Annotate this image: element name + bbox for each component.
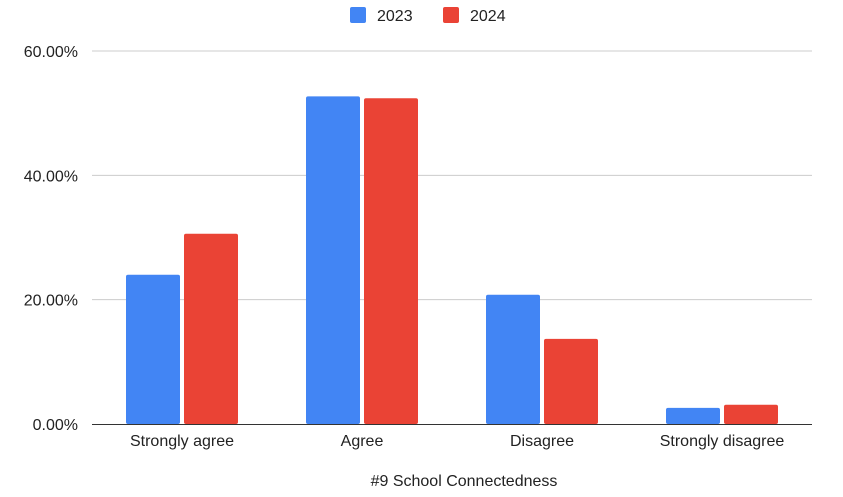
x-tick-label: Agree [341,433,384,450]
bar-2024-strongly-disagree [724,404,778,424]
bars [126,96,778,425]
x-tick-label: Disagree [510,433,574,450]
x-tick-label: Strongly disagree [660,433,785,450]
legend: 2023 2024 [350,7,506,25]
x-axis-title: #9 School Connectedness [371,473,558,490]
bar-2024-strongly-agree [184,233,238,424]
bar-2023-strongly-disagree [666,407,720,424]
bar-2024-agree [364,98,418,424]
legend-swatch-2024 [443,7,459,23]
bar-2023-disagree [486,294,540,424]
x-axis-tick-labels: Strongly agree Agree Disagree Strongly disa… [130,433,784,450]
y-tick-label: 40.00% [24,168,78,185]
bar-2023-agree [306,96,360,425]
y-tick-label: 0.00% [33,417,78,434]
legend-label: 2023 [377,8,413,25]
legend-label: 2024 [470,8,506,25]
y-axis-tick-labels: 0.00% 20.00% 40.00% 60.00% [24,44,78,434]
x-tick-label: Strongly agree [130,433,234,450]
legend-swatch-2023 [350,7,366,23]
bar-2024-disagree [544,338,598,424]
y-tick-label: 20.00% [24,293,78,310]
bar-2023-strongly-agree [126,274,180,424]
y-tick-label: 60.00% [24,44,78,61]
